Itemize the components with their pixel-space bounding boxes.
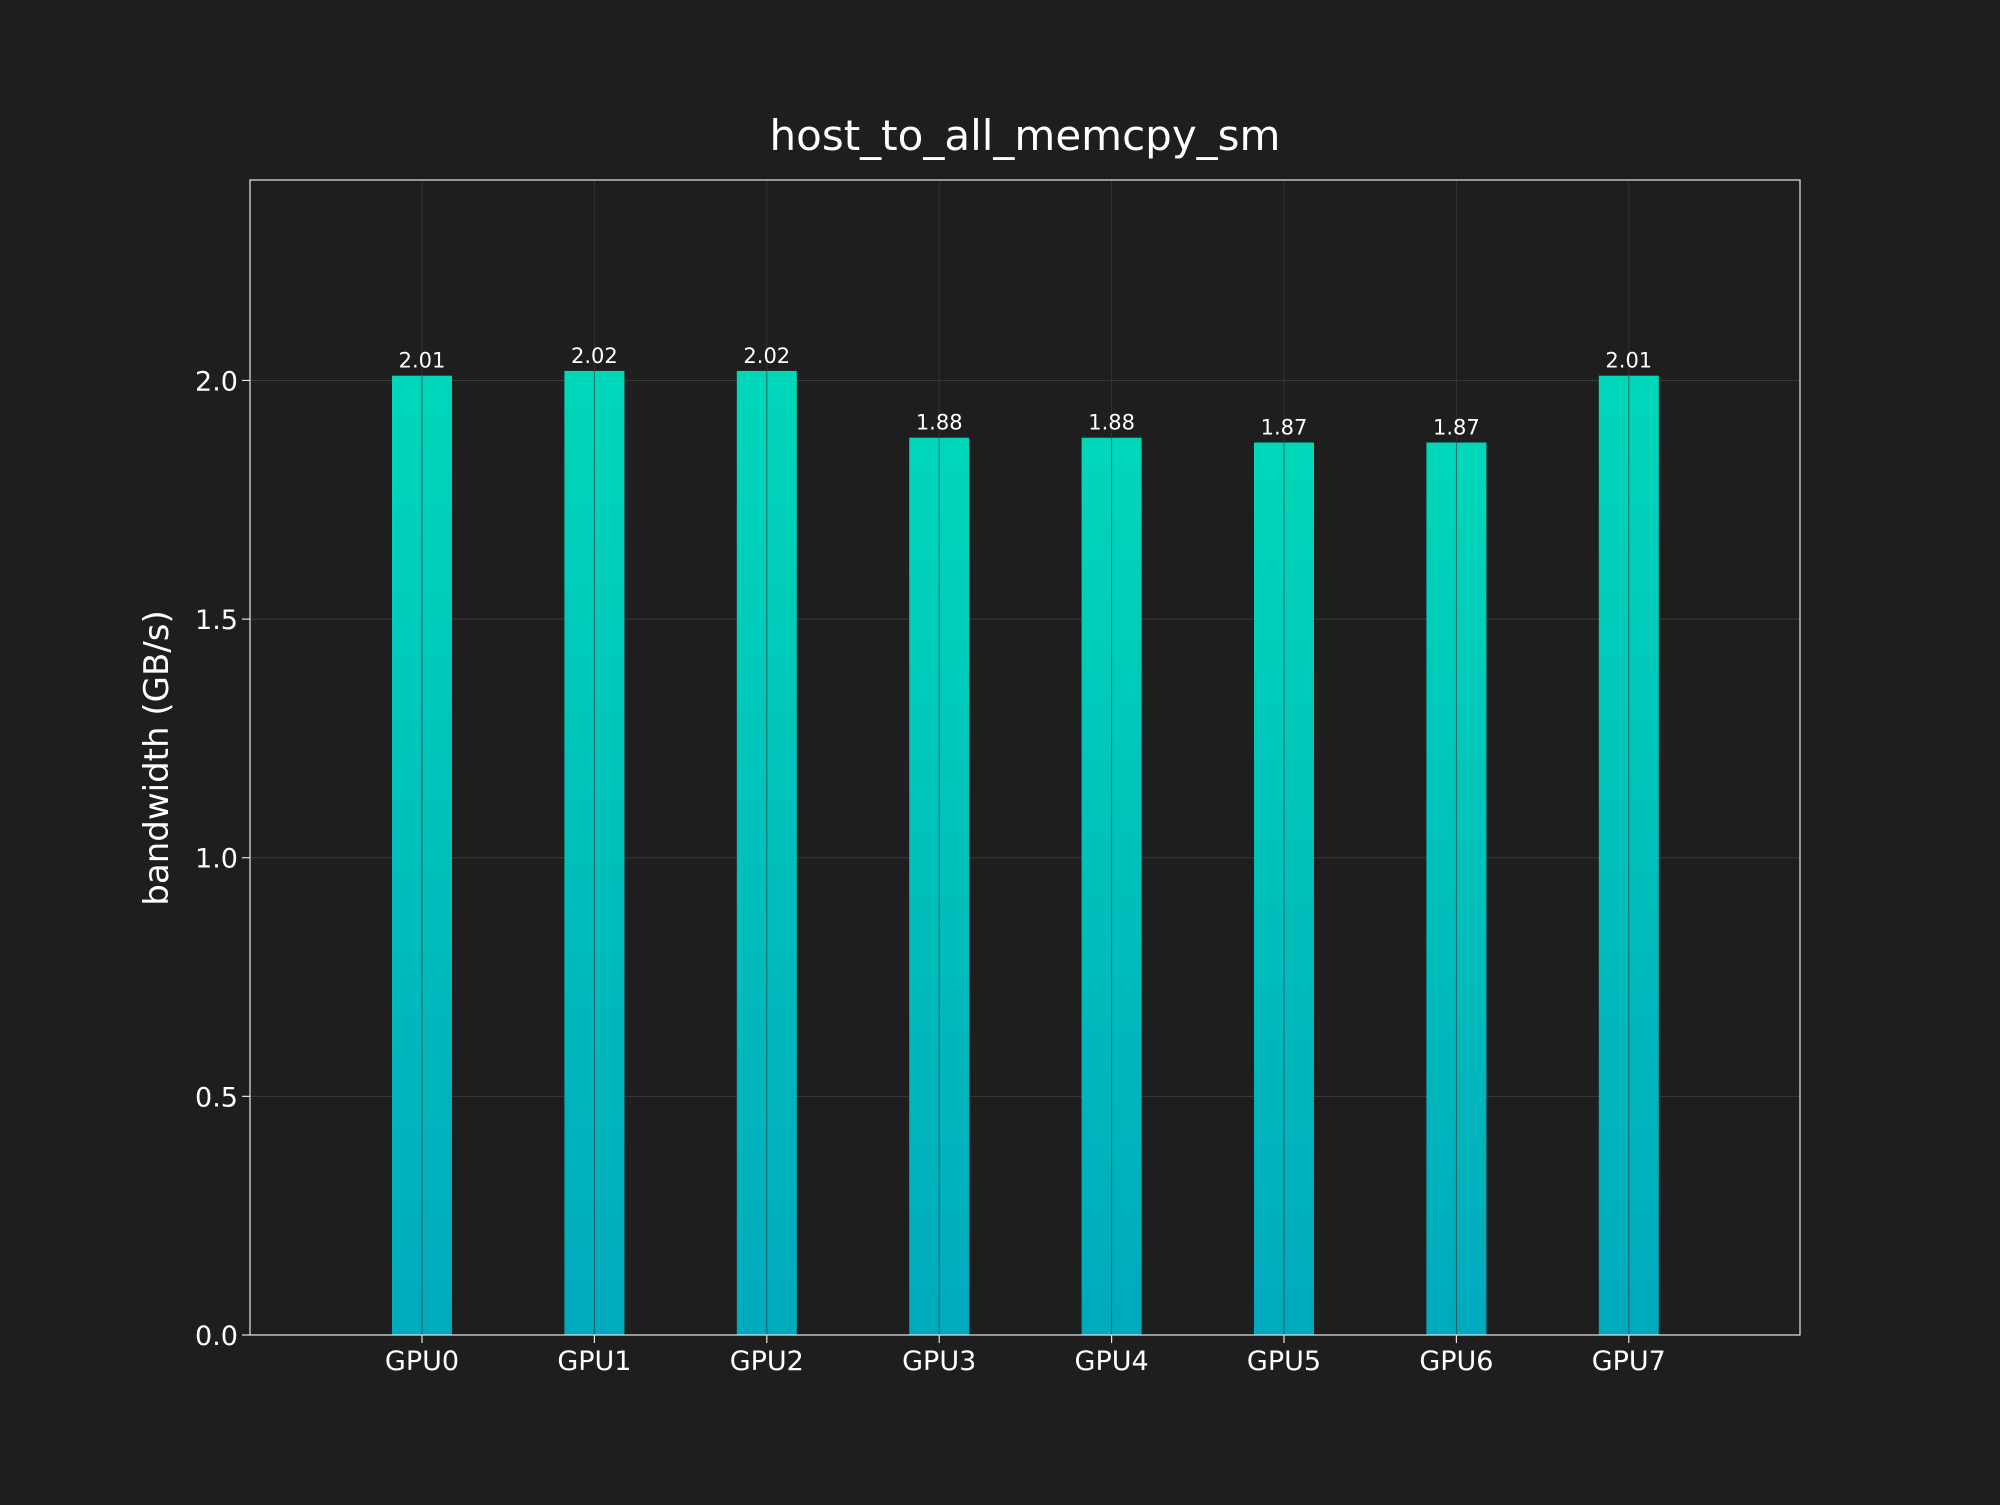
y-axis-label: bandwidth (GB/s): [137, 610, 177, 905]
data-label-gpu1: 2.02: [571, 344, 618, 368]
y-tick-label: 0.5: [195, 1082, 238, 1113]
y-tick-label: 1.0: [195, 844, 238, 875]
data-label-gpu3: 1.88: [916, 411, 963, 435]
vertical-grid-lines: [421, 180, 1630, 1335]
x-tick-label-gpu7: GPU7: [1592, 1346, 1666, 1377]
data-label-gpu7: 2.01: [1605, 349, 1652, 373]
y-tick-label: 0.0: [195, 1321, 238, 1352]
plot-frame: [249, 179, 1801, 1336]
data-label-gpu2: 2.02: [743, 344, 790, 368]
x-tick-label-gpu4: GPU4: [1075, 1346, 1149, 1377]
x-tick-label-gpu0: GPU0: [385, 1346, 459, 1377]
x-tick-label-gpu2: GPU2: [730, 1346, 804, 1377]
data-labels: 2.01 2.02 2.02 1.88 1.88 1.87 1.87 2.01: [399, 344, 1653, 440]
data-label-gpu4: 1.88: [1088, 411, 1135, 435]
data-label-gpu0: 2.01: [399, 349, 446, 373]
data-label-gpu5: 1.87: [1261, 416, 1308, 440]
y-tick-label: 2.0: [195, 366, 238, 397]
y-axis-ticks: 0.0 0.5 1.0 1.5 2.0: [195, 366, 250, 1352]
x-axis-ticks: GPU0 GPU1 GPU2 GPU3 GPU4 GPU5 GPU6 GPU7: [385, 1335, 1666, 1377]
x-tick-label-gpu1: GPU1: [557, 1346, 631, 1377]
x-tick-label-gpu6: GPU6: [1419, 1346, 1493, 1377]
chart-title: host_to_all_memcpy_sm: [770, 111, 1281, 160]
y-tick-label: 1.5: [195, 605, 238, 636]
bars: [392, 370, 1659, 1336]
x-tick-label-gpu3: GPU3: [902, 1346, 976, 1377]
x-tick-label-gpu5: GPU5: [1247, 1346, 1321, 1377]
grid-lines: [250, 379, 1800, 1336]
data-label-gpu6: 1.87: [1433, 416, 1480, 440]
